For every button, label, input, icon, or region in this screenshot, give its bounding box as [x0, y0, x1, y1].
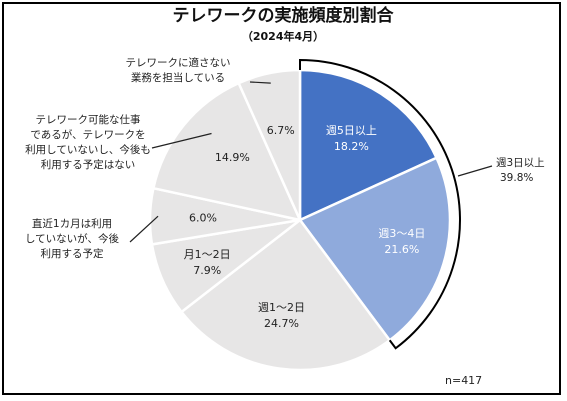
group-bracket-leader [457, 165, 493, 177]
slice-value-4: 6.0% [189, 211, 217, 224]
leader-line-6 [249, 81, 271, 84]
sample-size: n=417 [445, 374, 482, 387]
group-bracket [299, 58, 461, 350]
leader-line-4 [129, 215, 159, 243]
slice-label-1: 週3〜4日 21.6% [378, 227, 425, 256]
pie-slice-1 [298, 156, 452, 342]
pie-slice-6 [237, 68, 302, 221]
group-bracket-label: 週3日以上 [496, 157, 545, 169]
group-bracket-value: 39.8% [500, 172, 533, 184]
slice-name-5: テレワーク可能な仕事であるが、テレワークを利用していないし、今後も利用する予定は… [25, 113, 151, 171]
slice-label-2: 週1〜2日 24.7% [258, 301, 305, 330]
pie-slice-5 [151, 81, 303, 222]
chart-title: テレワークの実施頻度別割合 [173, 5, 395, 26]
slice-value-5: 14.9% [215, 151, 250, 164]
slice-label-3: 月1〜2日 7.9% [184, 248, 231, 277]
slice-name-4: 直近1カ月は利用していないが、今後利用する予定 [25, 217, 119, 260]
pie-slice-0 [298, 68, 439, 222]
slice-name-6: テレワークに適さない業務を担当している [126, 56, 231, 84]
slice-value-6: 6.7% [267, 124, 295, 137]
leader-line-5 [151, 132, 212, 149]
chart-subtitle: （2024年4月） [242, 29, 324, 43]
slice-label-0: 週5日以上 18.2% [326, 124, 377, 153]
pie-slice-2 [179, 218, 392, 372]
